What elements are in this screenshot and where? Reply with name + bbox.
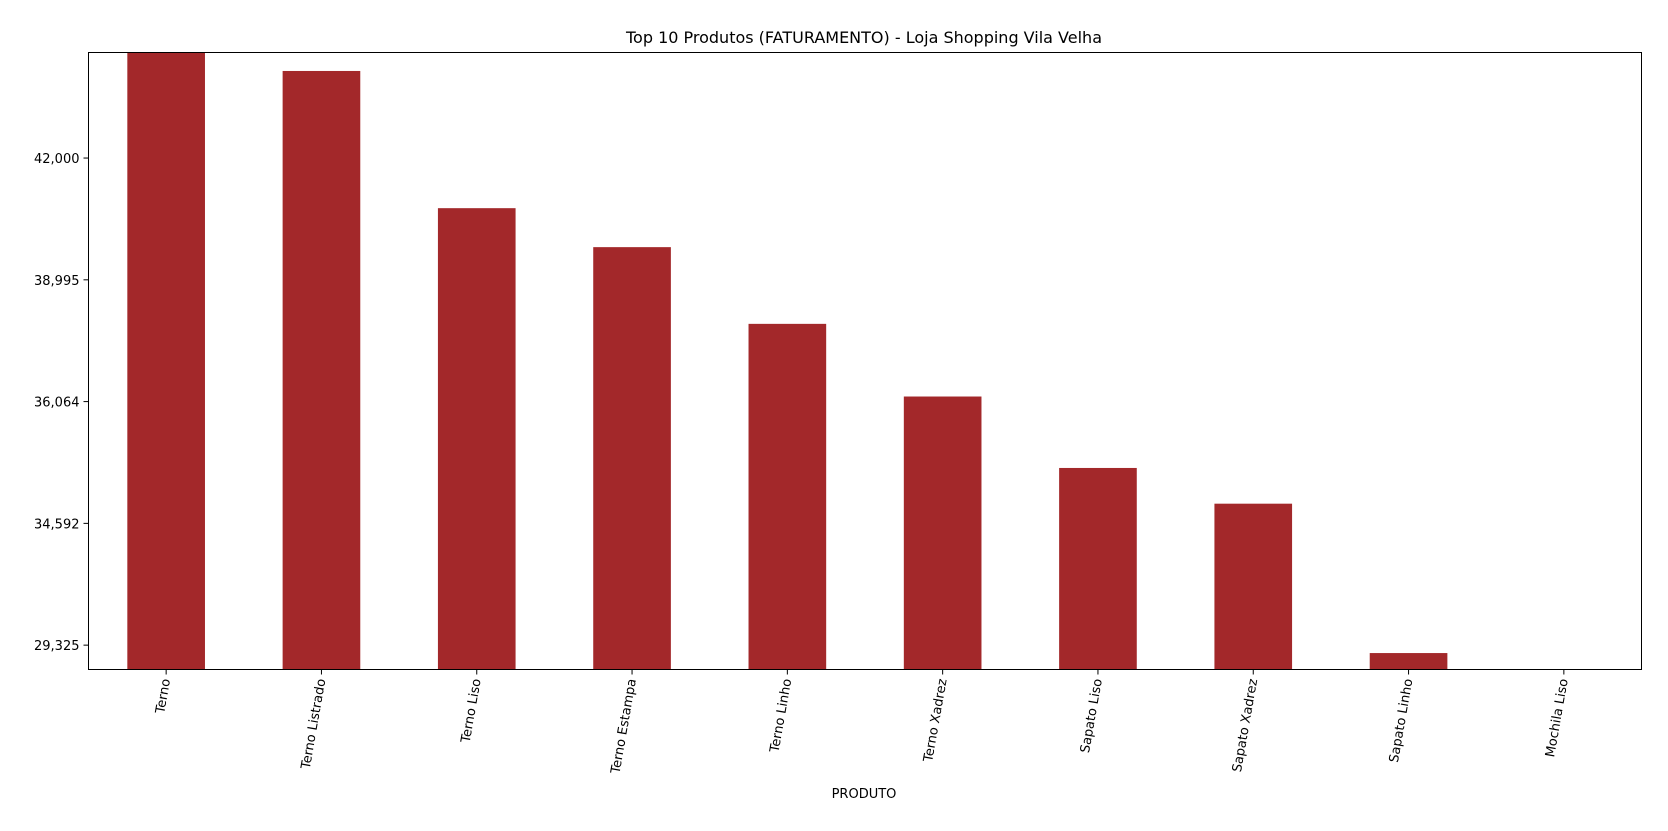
x-tick-label: Terno Listrado [299, 678, 330, 772]
x-axis-label: PRODUTO [832, 787, 897, 802]
x-tick-label: Mochila Liso [1543, 678, 1572, 759]
bar-sapato-xadrez [1214, 503, 1293, 670]
bar-terno [127, 52, 205, 670]
bar-terno-liso [437, 208, 516, 670]
bar-terno-estampa [593, 247, 671, 670]
x-tick-label: Terno Liso [458, 678, 484, 745]
chart-title: Top 10 Produtos (FATURAMENTO) - Loja Sho… [625, 28, 1102, 47]
x-tick-label: Sapato Xadrez [1230, 677, 1261, 773]
y-tick-label: 36,064 [34, 396, 80, 411]
x-tick-label: Sapato Liso [1078, 678, 1106, 755]
y-tick-label: 42,000 [34, 152, 80, 167]
bar-terno-xadrez [903, 396, 982, 670]
y-tick-label: 38,995 [34, 274, 80, 289]
x-axis: Terno Terno Listrado Terno Liso Terno Estam… [153, 669, 1572, 776]
x-tick-label: Sapato Linho [1387, 678, 1417, 764]
y-tick-label: 34,592 [34, 517, 80, 532]
bar-sapato-liso [1059, 467, 1137, 670]
plot-area-frame [88, 52, 1642, 670]
x-tick-label: Terno Estampa [608, 678, 640, 776]
x-tick-label: Terno [153, 678, 174, 716]
x-tick-label: Terno Linho [767, 678, 795, 755]
bar-sapato-linho [1369, 653, 1448, 670]
y-axis: 29,325 34,592 36,064 38,995 42,000 [34, 152, 89, 654]
bars-group [127, 52, 1603, 670]
bar-terno-linho [748, 323, 827, 670]
bar-terno-listrado [282, 70, 361, 670]
y-tick-label: 29,325 [34, 639, 80, 654]
x-tick-label: Terno Xadrez [921, 677, 951, 764]
